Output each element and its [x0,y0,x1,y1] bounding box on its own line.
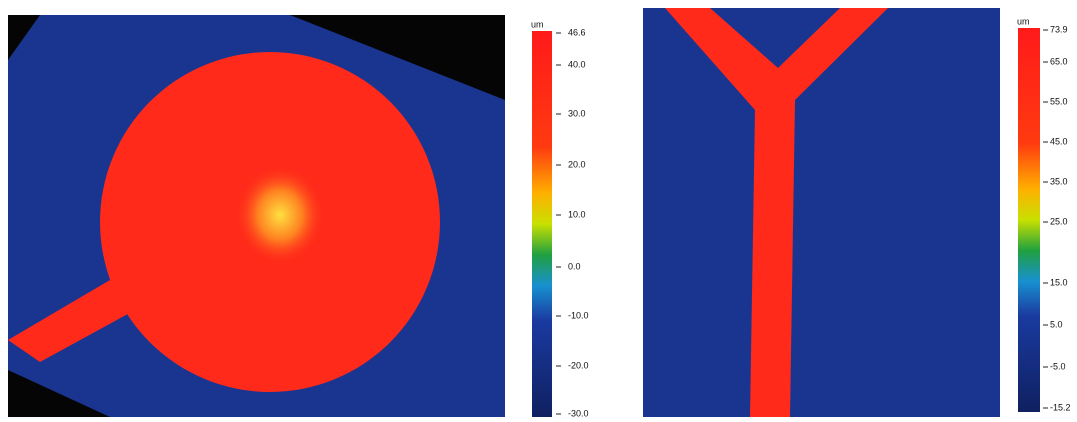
colorbar-tick-label: 35.0 [1050,176,1068,186]
colorbar-tick-label: 20.0 [568,159,586,169]
colorbar-tick-label: 5.0 [1050,319,1063,329]
colorbar-tick-label: 55.0 [1050,96,1068,106]
colorbar-tick-label: -10.0 [568,310,589,320]
colorbar-tick-label: -5.0 [1050,361,1066,371]
colorbar-tick-label: 40.0 [568,59,586,69]
colorbar-tick-label: 45.0 [1050,136,1068,146]
screenshot: um um 46.6 40.0 30.0 20.0 10.0 0.0 -10.0 -20.0 -… [0,0,1077,417]
colorbar-tick-label: -15.2 [1050,402,1071,412]
colorbar-tick-label: 73.9 [1050,24,1068,34]
colorbar [532,31,552,417]
colorbar-tick-label: 46.6 [568,27,586,37]
colorbar-tick-label: 65.0 [1050,56,1068,66]
height-map-left [8,15,505,417]
colorbar-tick-label: 30.0 [568,108,586,118]
colorbar-tick-label: 25.0 [1050,216,1068,226]
colorbar [1018,28,1040,412]
colorbar-unit: um [1017,16,1030,26]
colorbar-tick-label: 15.0 [1050,277,1068,287]
colorbar-tick-label: -20.0 [568,360,589,370]
colorbar-tick-label: 0.0 [568,261,581,271]
height-map-right [643,8,1000,417]
colorbar-tick-label: -30.0 [568,408,589,417]
colorbar-tick-label: 10.0 [568,209,586,219]
colorbar-unit: um [531,19,544,29]
